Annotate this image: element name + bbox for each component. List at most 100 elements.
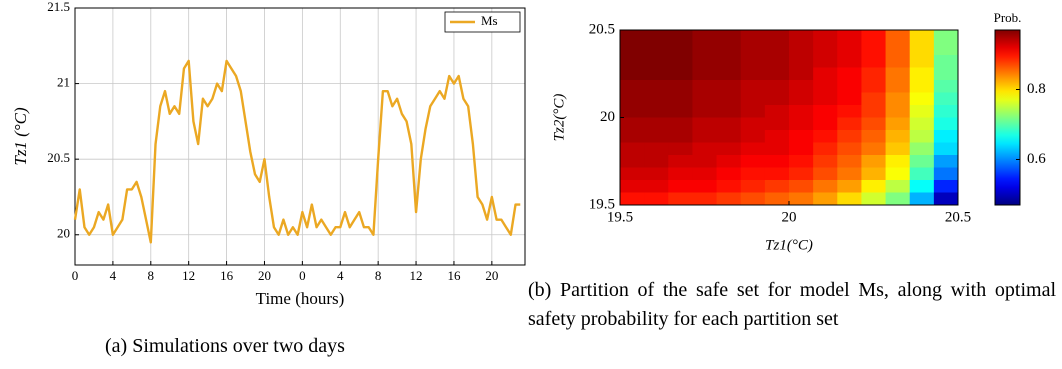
plot-frame <box>74 7 526 266</box>
heat-cell <box>764 142 790 156</box>
legend-box <box>444 11 521 33</box>
heat-cell <box>861 180 887 193</box>
heat-cell <box>668 92 693 106</box>
heat-cell <box>716 142 742 156</box>
y-tick-label: 20.5 <box>589 21 615 37</box>
heat-cell <box>668 155 693 168</box>
heat-cell <box>764 117 790 131</box>
heat-cell <box>861 105 887 118</box>
heat-cell <box>644 55 669 68</box>
x-tick-label: 12 <box>410 268 423 283</box>
heat-cell <box>837 105 862 118</box>
heat-cell <box>692 30 718 43</box>
heat-cell <box>668 30 693 43</box>
heat-cell <box>620 180 645 193</box>
heat-cell <box>644 167 669 181</box>
heat-cell <box>716 30 742 43</box>
heat-cell <box>909 180 935 193</box>
heat-cell <box>644 180 669 193</box>
heat-cell <box>740 42 766 56</box>
heat-cell <box>933 42 959 56</box>
heat-cell <box>764 105 790 118</box>
heat-cell <box>740 192 766 206</box>
heat-cell <box>692 167 718 181</box>
heat-cell <box>716 192 742 206</box>
heat-cell <box>644 105 669 118</box>
heat-cell <box>740 180 766 193</box>
heat-cell <box>885 42 911 56</box>
legend-label: Ms <box>481 13 498 28</box>
heat-cell <box>668 67 693 81</box>
heat-cell <box>837 155 862 168</box>
heat-cell <box>740 92 766 106</box>
heat-cell <box>740 105 766 118</box>
colorbar-tick-label: 0.8 <box>1027 81 1046 97</box>
colorbar-title: Prob. <box>994 10 1022 25</box>
heat-cell <box>789 180 814 193</box>
x-tick-label: 16 <box>447 268 461 283</box>
heat-cell <box>644 192 669 206</box>
heat-cell <box>764 55 790 68</box>
heat-cell <box>644 80 669 93</box>
heat-cell <box>740 30 766 43</box>
heat-cell <box>813 142 838 156</box>
heat-cell <box>813 192 838 206</box>
heat-cell <box>620 155 645 168</box>
heat-cell <box>837 130 862 143</box>
heat-cell <box>813 30 838 43</box>
heat-cell <box>620 30 645 43</box>
heat-cell <box>933 117 959 131</box>
heat-cell <box>861 117 887 131</box>
heat-cell <box>740 55 766 68</box>
heat-cell <box>620 67 645 81</box>
x-tick-label: 8 <box>148 268 155 283</box>
heat-cell <box>909 167 935 181</box>
colorbar-tick-label: 0.6 <box>1027 151 1046 167</box>
heat-cell <box>764 92 790 106</box>
heat-cell <box>716 105 742 118</box>
heat-cell <box>861 55 887 68</box>
heat-cell <box>837 167 862 181</box>
heat-cell <box>885 192 911 206</box>
heat-cell <box>789 155 814 168</box>
heat-cell <box>837 42 862 56</box>
heat-cell <box>740 155 766 168</box>
heat-cell <box>909 130 935 143</box>
heat-cell <box>716 180 742 193</box>
heat-cell <box>933 155 959 168</box>
caption-a: (a) Simulations over two days <box>105 335 345 357</box>
y-tick-label: 20 <box>57 226 70 241</box>
heat-cell <box>933 130 959 143</box>
heat-cell <box>668 142 693 156</box>
colorbar <box>994 29 1021 206</box>
heat-cell <box>692 180 718 193</box>
heat-cell <box>789 55 814 68</box>
x-tick-label: 20 <box>782 209 797 225</box>
heat-cell <box>933 167 959 181</box>
heat-cell <box>620 117 645 131</box>
heat-cell <box>885 180 911 193</box>
heat-cell <box>909 142 935 156</box>
heat-cell <box>909 105 935 118</box>
heat-cell <box>909 92 935 106</box>
heat-cell <box>861 192 887 206</box>
heat-cell <box>620 55 645 68</box>
heat-cell <box>716 55 742 68</box>
heat-cell <box>885 142 911 156</box>
heat-cell <box>933 30 959 43</box>
heat-cell <box>740 80 766 93</box>
y-tick-label: 20.5 <box>47 150 70 165</box>
y-tick-label: 19.5 <box>589 196 615 212</box>
heat-cell <box>789 167 814 181</box>
heat-cell <box>692 80 718 93</box>
heat-cell <box>837 117 862 131</box>
heat-cell <box>813 180 838 193</box>
heat-cell <box>620 92 645 106</box>
heat-cell <box>692 42 718 56</box>
heat-cell <box>813 117 838 131</box>
heat-cell <box>861 67 887 81</box>
heat-cell <box>837 192 862 206</box>
heat-cell <box>620 42 645 56</box>
heat-cell <box>620 130 645 143</box>
heat-cell <box>740 142 766 156</box>
